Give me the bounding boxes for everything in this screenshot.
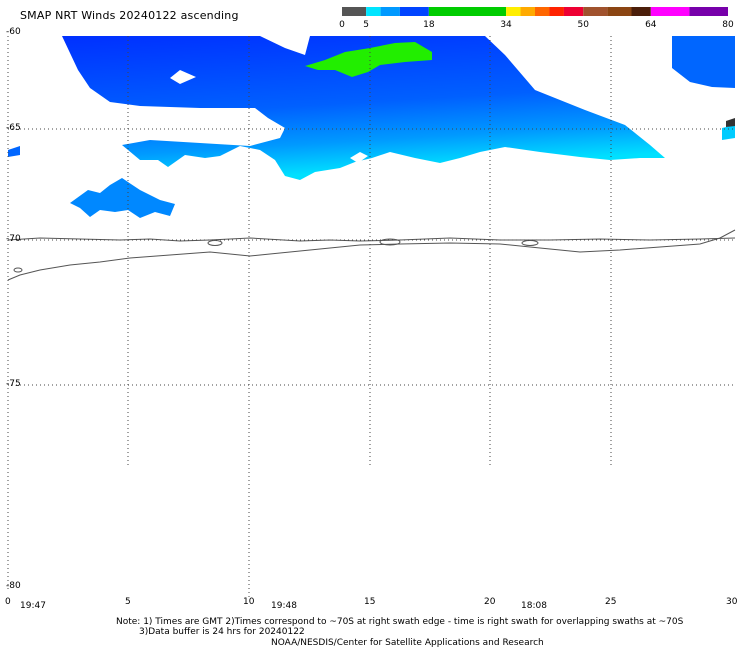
coastline <box>7 237 736 242</box>
colorbar-segment <box>631 7 651 16</box>
colorbar-label: 18 <box>423 20 435 30</box>
colorbar-segment <box>689 7 728 16</box>
lon-label: 30 <box>726 597 738 607</box>
wind-swath-main <box>62 36 665 180</box>
gap-area <box>260 36 310 55</box>
coastline-inland <box>7 229 736 281</box>
map-title: SMAP NRT Winds 20240122 ascending <box>20 9 239 22</box>
colorbar-segment <box>399 7 429 16</box>
coastline-feature <box>521 240 539 246</box>
colorbar-segment <box>607 7 632 16</box>
coastline-feature <box>207 240 223 246</box>
wind-patch-right <box>672 36 735 88</box>
lon-label: 0 <box>5 597 11 607</box>
pass-time: 18:08 <box>521 601 547 611</box>
lat-label: -70 <box>6 234 21 244</box>
colorbar-segment <box>563 7 584 16</box>
colorbar-label: 5 <box>363 20 369 30</box>
colorbar-label: 80 <box>722 20 734 30</box>
colorbar-segment <box>549 7 564 16</box>
colorbar-segment <box>506 7 521 16</box>
note-line: Note: 1) Times are GMT 2)Times correspon… <box>116 617 684 627</box>
lon-label: 20 <box>484 597 496 607</box>
credit-line: NOAA/NESDIS/Center for Satellite Applica… <box>271 638 544 648</box>
lon-label: 10 <box>243 597 255 607</box>
colorbar-segment <box>650 7 690 16</box>
lon-label: 15 <box>364 597 376 607</box>
colorbar-segment <box>428 7 507 16</box>
colorbar-label: 50 <box>577 20 589 30</box>
colorbar-label: 0 <box>339 20 345 30</box>
colorbar-segment <box>342 7 367 16</box>
wind-patch-edge <box>8 146 20 157</box>
colorbar-segment <box>520 7 535 16</box>
colorbar-segment <box>583 7 608 16</box>
gap-area <box>170 70 196 84</box>
colorbar-label: 34 <box>500 20 512 30</box>
gap-area <box>350 152 368 163</box>
lon-label: 25 <box>605 597 617 607</box>
coastline-feature <box>13 267 23 273</box>
colorbar-segment <box>366 7 381 16</box>
lat-label: -65 <box>6 123 21 133</box>
lat-label: -75 <box>6 379 21 389</box>
lat-label: -80 <box>6 581 21 591</box>
pass-time: 19:48 <box>271 601 297 611</box>
wind-high-patch <box>305 42 432 77</box>
lon-label: 5 <box>125 597 131 607</box>
colorbar-segment <box>535 7 550 16</box>
gap-area <box>150 110 275 140</box>
pass-time: 19:47 <box>20 601 46 611</box>
wind-patch-right <box>722 125 735 140</box>
colorbar-segment <box>380 7 400 16</box>
note-line: 3)Data buffer is 24 hrs for 20240122 <box>139 627 305 637</box>
wind-patch-right <box>726 118 735 127</box>
colorbar-label: 64 <box>645 20 657 30</box>
wind-patch-small <box>70 178 175 218</box>
colorbar <box>342 7 728 16</box>
lat-label: -60 <box>6 27 21 37</box>
coastline-feature <box>379 238 401 246</box>
